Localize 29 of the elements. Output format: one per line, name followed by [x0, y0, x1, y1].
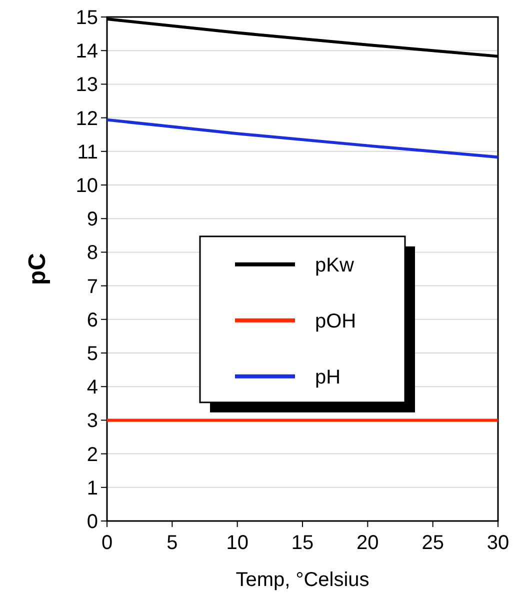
x-tick-label: 5	[166, 532, 178, 554]
x-tick-label: 15	[291, 532, 314, 554]
y-tick-label: 1	[86, 477, 98, 500]
y-tick-label: 7	[86, 276, 98, 298]
y-tick-label: 14	[76, 40, 98, 63]
x-tick-label: 20	[356, 532, 379, 554]
line-series	[106, 118, 500, 159]
y-tick-label: 11	[77, 141, 98, 164]
legend-label: pKw	[315, 254, 354, 276]
x-tick-label: 25	[422, 532, 444, 554]
y-tick-label: 5	[86, 343, 98, 365]
legend-label: pOH	[315, 310, 356, 332]
y-axis-title: pC	[24, 253, 51, 285]
x-tick-label: 30	[486, 532, 510, 554]
y-tick-label: 13	[76, 74, 98, 96]
legend-label: pH	[315, 366, 341, 388]
y-tick-label: 0	[86, 511, 98, 533]
y-tick-label: 15	[76, 7, 98, 29]
y-tick-label: 4	[86, 376, 98, 399]
y-tick-label: 12	[76, 108, 98, 130]
y-tick-label: 2	[86, 444, 98, 466]
x-axis-title: Temp, °Celsius	[236, 569, 370, 591]
y-tick-label: 6	[86, 309, 98, 332]
y-tick-label: 10	[76, 175, 98, 197]
y-tick-label: 3	[86, 410, 98, 432]
y-tick-label: 9	[86, 208, 98, 231]
x-tick-label: 0	[101, 532, 113, 554]
x-tick-label: 10	[226, 532, 248, 554]
y-tick-label: 8	[86, 242, 98, 264]
